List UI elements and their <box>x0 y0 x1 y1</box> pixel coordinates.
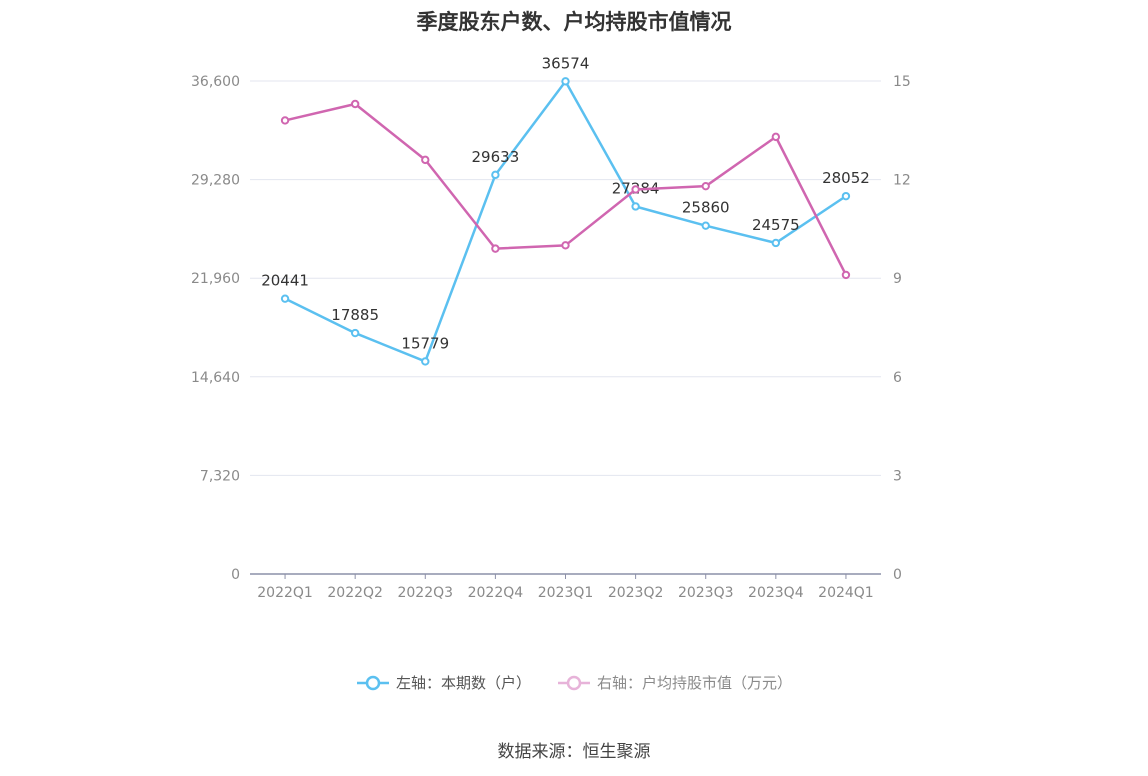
data-point-right <box>280 116 290 125</box>
x-axis-tick-label: 2023Q4 <box>748 585 804 601</box>
left-axis-tick-label: 36,600 <box>191 74 240 90</box>
data-point-right <box>701 181 710 191</box>
left-axis-tick-label: 21,960 <box>191 271 240 287</box>
data-label: 20441 <box>261 272 309 290</box>
data-point-left <box>561 77 570 86</box>
legend-label-right: 右轴：户均持股市值（万元） <box>597 674 793 692</box>
left-axis-tick-label: 0 <box>231 567 240 583</box>
data-point-left <box>841 191 851 201</box>
x-axis-tick-label: 2022Q3 <box>397 585 453 601</box>
legend-item-right[interactable]: 右轴：户均持股市值（万元） <box>557 672 792 693</box>
right-axis-tick-label: 3 <box>893 468 902 484</box>
left-axis-tick-label: 7,320 <box>200 468 240 484</box>
data-label: 17885 <box>331 306 379 324</box>
legend-item-left[interactable]: 左轴：本期数（户） <box>356 672 531 693</box>
data-point-right <box>561 241 570 250</box>
x-axis-tick-label: 2022Q1 <box>257 585 313 601</box>
right-axis-tick-label: 15 <box>893 74 911 90</box>
data-label: 24575 <box>752 216 800 234</box>
legend: 左轴：本期数（户） 右轴：户均持股市值（万元） <box>0 672 1148 693</box>
right-axis-tick-label: 12 <box>893 173 911 189</box>
data-point-left <box>421 357 430 366</box>
data-label: 28052 <box>822 169 870 187</box>
left-axis-tick-label: 29,280 <box>191 173 240 189</box>
right-axis-tick-label: 0 <box>893 567 902 583</box>
data-label: 25860 <box>682 199 730 217</box>
data-point-left <box>491 170 500 180</box>
x-axis-tick-label: 2023Q2 <box>608 585 664 601</box>
data-point-right <box>771 132 781 142</box>
data-source: 数据来源：恒生聚源 <box>497 742 651 762</box>
legend-marker-right-icon <box>558 675 590 690</box>
data-label: 36574 <box>542 54 590 72</box>
x-axis-tick-label: 2022Q4 <box>468 585 524 601</box>
data-point-right <box>350 99 360 109</box>
right-axis-tick-label: 9 <box>893 271 902 287</box>
data-point-left <box>771 238 781 248</box>
data-point-left <box>701 221 710 230</box>
data-point-right <box>421 155 430 165</box>
data-label: 29633 <box>472 148 520 166</box>
data-point-right <box>491 244 500 253</box>
x-axis-tick-label: 2024Q1 <box>818 585 874 601</box>
data-point-left <box>350 328 360 338</box>
legend-label-left: 左轴：本期数（户） <box>395 674 531 692</box>
data-point-right <box>631 185 640 194</box>
x-axis-tick-label: 2023Q1 <box>538 585 594 601</box>
line-chart: 0 7,320 14,640 21,960 29,280 36,600 0 3 6 9 12 15 20… <box>191 54 911 601</box>
data-point-left <box>631 202 640 211</box>
right-axis-tick-label: 6 <box>893 370 902 386</box>
legend-marker-left-icon <box>356 675 389 690</box>
data-point-left <box>280 294 290 303</box>
x-axis-tick-label: 2022Q2 <box>327 585 383 601</box>
data-point-right <box>841 270 851 280</box>
chart-title: 季度股东户数、户均持股市值情况 <box>416 10 732 34</box>
data-label: 15779 <box>401 334 449 352</box>
left-axis-tick-label: 14,640 <box>191 370 240 386</box>
x-axis-tick-label: 2023Q3 <box>678 585 734 601</box>
